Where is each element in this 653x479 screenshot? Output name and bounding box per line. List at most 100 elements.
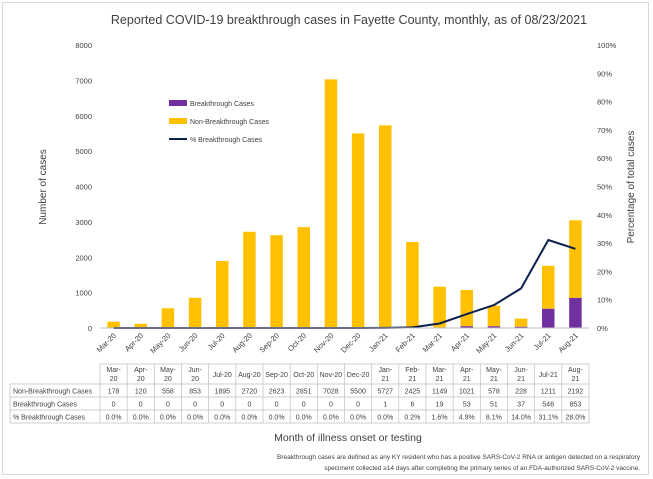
table-header-cell: Apr-	[134, 367, 148, 374]
table-cell: 0	[356, 402, 360, 409]
bar-breakthrough	[514, 326, 528, 328]
bars-layer	[107, 79, 582, 329]
table-cell: 1895	[214, 389, 230, 396]
bar-non-breakthrough	[433, 286, 446, 328]
table-cell: 1	[383, 402, 387, 409]
x-tick-label: Jan-21	[367, 331, 390, 354]
x-tick-label: Jul-20	[206, 331, 227, 352]
x-tick-label: Mar-21	[421, 331, 444, 354]
table-cell: 6	[410, 402, 414, 409]
table-cell: 31.1%	[538, 415, 558, 422]
table-header-cell: 20	[191, 376, 199, 383]
table-cell: 2623	[269, 389, 285, 396]
y-tick-label: 1000	[75, 289, 92, 298]
table-cell: 2425	[405, 389, 421, 396]
legend-label: Non-Breakthrough Cases	[190, 119, 269, 126]
table-header-cell: 21	[463, 376, 471, 383]
table-header-cell: Mar-	[106, 367, 121, 374]
y2-tick-label: 40%	[597, 211, 612, 220]
table-cell: 546	[542, 402, 554, 409]
bar-non-breakthrough	[487, 305, 501, 327]
table-cell: 1149	[432, 389, 447, 396]
table-header-cell: 20	[110, 376, 118, 383]
table-header-cell: Jun-	[514, 367, 528, 374]
table-cell: 0.0%	[323, 415, 339, 422]
table-cell: 0.0%	[350, 415, 366, 422]
x-tick-label: Feb-21	[394, 331, 417, 354]
bar-non-breakthrough	[379, 125, 392, 328]
table-cell: 0	[112, 402, 116, 409]
table-row-label: Breakthrough Cases	[13, 402, 77, 409]
table-cell: 0.0%	[296, 415, 312, 422]
bar-non-breakthrough	[297, 227, 310, 328]
x-tick-label: Jul-21	[532, 331, 553, 352]
table-cell: 1021	[459, 389, 475, 396]
table-cell: 2192	[568, 389, 584, 396]
table-cell: 0.0%	[106, 415, 122, 422]
table-header-cell: 21	[517, 376, 525, 383]
table-cell: 0.0%	[241, 415, 257, 422]
legend-label: % Breakthrough Cases	[190, 137, 262, 144]
legend: Breakthrough Cases Non-Breakthrough Cases…	[169, 100, 269, 144]
y-tick-label: 3000	[75, 218, 92, 227]
table-cell: 19	[436, 402, 444, 409]
x-tick-label: Nov-20	[312, 331, 335, 354]
table-header-cell: Dec-20	[347, 372, 370, 379]
y2-tick-label: 0%	[597, 324, 608, 333]
footnote-line-2: speciment collected ≥14 days after compl…	[324, 465, 640, 472]
table-cell: 2720	[242, 389, 258, 396]
x-tick-label: Oct-20	[286, 331, 308, 353]
table-cell: 37	[517, 402, 525, 409]
x-tick-label: Aug-21	[556, 331, 579, 354]
y2-tick-label: 60%	[597, 154, 612, 163]
table-cell: 853	[570, 402, 582, 409]
table-cell: 0.0%	[187, 415, 203, 422]
table-cell: 14.0%	[511, 415, 531, 422]
table-header-cell: Mar-	[432, 367, 447, 374]
x-tick-label: May-21	[474, 331, 498, 355]
table-cell: 0	[193, 402, 197, 409]
table-header-cell: 21	[436, 376, 444, 383]
x-axis-label: Month of illness onset or testing	[274, 432, 422, 444]
table-cell: 0.0%	[214, 415, 230, 422]
x-tick-label: May-20	[148, 331, 172, 355]
table-cell: 0	[220, 402, 224, 409]
table-header-cell: 20	[137, 376, 145, 383]
table-cell: 178	[108, 389, 120, 396]
y2-tick-label: 80%	[597, 98, 612, 107]
table-cell: 228	[515, 389, 527, 396]
table-header-cell: Aug-	[568, 367, 583, 374]
x-tick-label: Sep-20	[258, 331, 281, 354]
table-header-cell: 21	[490, 376, 498, 383]
bar-non-breakthrough	[569, 220, 582, 298]
bar-breakthrough	[569, 297, 582, 328]
table-cell: 0	[139, 402, 143, 409]
footnote-line-1: Breakthrough cases are defined as any KY…	[277, 454, 641, 461]
y2-tick-label: 10%	[597, 296, 612, 305]
table-header-cell: Aug-20	[238, 372, 261, 379]
bar-non-breakthrough	[460, 290, 473, 327]
table-cell: 2851	[296, 389, 312, 396]
table-cell: 1211	[541, 389, 556, 396]
y2-tick-label: 20%	[597, 267, 612, 276]
y-axis-label: Number of cases	[38, 149, 49, 225]
table-header-cell: Feb-	[405, 367, 420, 374]
y-tick-label: 8000	[75, 41, 92, 50]
bar-non-breakthrough	[134, 323, 147, 328]
x-tick-label: Jun-21	[503, 331, 526, 354]
table-header-cell: Apr-	[460, 367, 474, 374]
table-cell: 0	[275, 402, 279, 409]
table-cell: 0.0%	[269, 415, 285, 422]
table-cell: 4.9%	[459, 415, 475, 422]
x-tick-label: Aug-20	[230, 331, 253, 354]
x-tick-label: Apr-21	[449, 331, 471, 353]
legend-swatch-non-breakthrough	[169, 118, 187, 124]
table-row-label: % Breakthrough Cases	[13, 415, 85, 422]
table-cell: 8.1%	[486, 415, 502, 422]
chart-title: Reported COVID-19 breakthrough cases in …	[111, 13, 587, 27]
table-cell: 0.0%	[160, 415, 176, 422]
table-header-cell: 21	[409, 376, 417, 383]
axis-layer: 0 1000 2000 3000 4000 5000 6000 7000 8000 0% 10% 20…	[75, 41, 616, 355]
line-pct-breakthrough	[113, 239, 576, 329]
